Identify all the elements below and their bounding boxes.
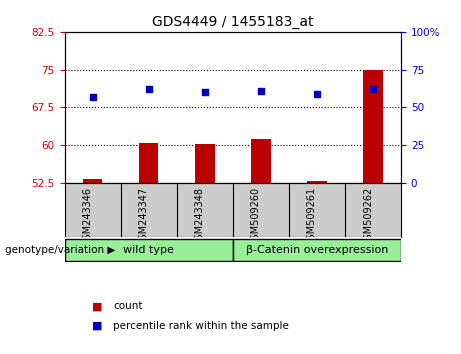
Text: GSM509261: GSM509261 — [307, 187, 317, 246]
Title: GDS4449 / 1455183_at: GDS4449 / 1455183_at — [152, 16, 313, 29]
Bar — [195, 144, 214, 183]
Text: GSM509262: GSM509262 — [363, 187, 373, 246]
Bar — [307, 181, 327, 183]
Point — [313, 91, 321, 96]
Text: ■: ■ — [92, 321, 103, 331]
Text: GSM243348: GSM243348 — [195, 187, 205, 246]
Text: GSM243347: GSM243347 — [139, 187, 148, 246]
Text: count: count — [113, 301, 142, 311]
Point — [89, 94, 96, 99]
Bar — [251, 139, 271, 183]
Text: genotype/variation ▶: genotype/variation ▶ — [5, 245, 115, 255]
Text: ■: ■ — [92, 301, 103, 311]
Point — [201, 89, 208, 95]
Text: GSM509260: GSM509260 — [251, 187, 261, 246]
Bar — [83, 178, 102, 183]
Point — [145, 86, 152, 92]
Point — [369, 86, 377, 92]
Bar — [139, 143, 159, 183]
Text: β-Catenin overexpression: β-Catenin overexpression — [246, 245, 388, 255]
Text: wild type: wild type — [123, 245, 174, 255]
Bar — [363, 69, 383, 183]
Point — [257, 88, 265, 93]
Bar — [233, 239, 401, 261]
Text: percentile rank within the sample: percentile rank within the sample — [113, 321, 289, 331]
Text: GSM243346: GSM243346 — [83, 187, 93, 246]
Bar — [65, 239, 233, 261]
